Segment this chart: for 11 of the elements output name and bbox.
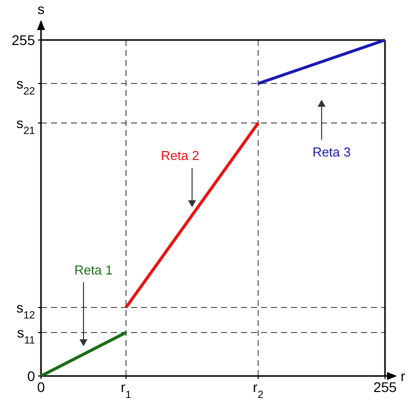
text: Reta 3 [312,144,351,160]
y-axis-title: s [38,1,44,17]
x-axis-title: r [400,368,406,384]
ref-line-label: s$_{21}$ [16,115,36,138]
series-label: Reta 2 [160,148,200,164]
ref-line-label: s$_{22}$ [16,75,36,98]
text: Reta 1 [74,262,113,278]
ref-line-label: r$_{2}$ [252,379,264,401]
ref-line-label: s$_{11}$ [17,324,36,347]
ref-line-label: r$_{1}$ [120,379,132,401]
ref-line-label: s$_{12}$ [16,299,36,322]
